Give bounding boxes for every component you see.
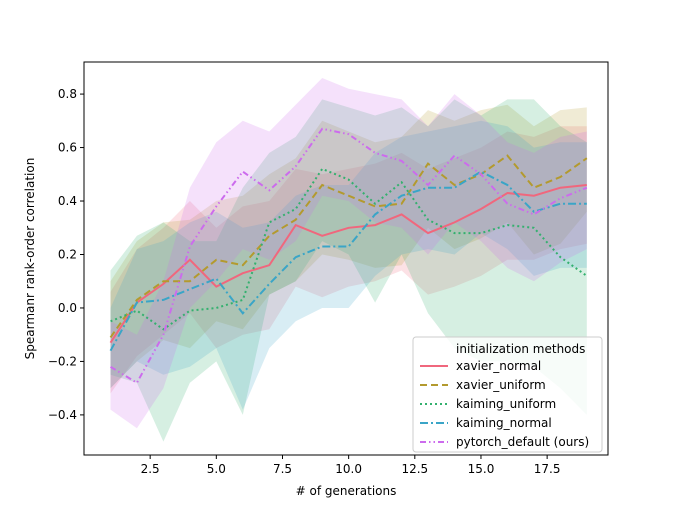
legend-title: initialization methods <box>456 342 585 356</box>
y-tick-label: 0.8 <box>58 87 77 101</box>
y-tick-label: 0.2 <box>58 247 77 261</box>
series-lines <box>109 127 588 385</box>
plot-frame <box>83 61 609 456</box>
band-2 <box>110 99 587 442</box>
legend-label-4: pytorch_default (ours) <box>456 435 589 449</box>
legend-box <box>412 336 603 453</box>
y-axis-ticks: −0.4 −0.2 0.0 0.2 0.4 0.6 0.8 <box>48 87 84 422</box>
band-3 <box>110 120 587 410</box>
y-tick-label: 0.4 <box>58 194 77 208</box>
x-tick-label: 10.0 <box>335 462 362 476</box>
y-tick-label: −0.4 <box>48 408 77 422</box>
x-tick-label: 15.0 <box>468 462 495 476</box>
series-line-1 <box>109 154 588 338</box>
legend-entries: xavier_normal xavier_uniform kaiming_unifo… <box>420 359 589 449</box>
series-line-3 <box>109 170 587 352</box>
band-0 <box>110 126 587 394</box>
legend-label-3: kaiming_normal <box>456 416 552 430</box>
band-1 <box>110 104 587 389</box>
series-line-0 <box>109 184 587 344</box>
x-tick-label: 7.5 <box>273 462 292 476</box>
x-tick-label: 12.5 <box>401 462 428 476</box>
legend: initialization methods xavier_normalxavi… <box>412 336 603 453</box>
x-axis-ticks: 2.5 5.0 7.5 10.0 12.5 15.0 17.5 <box>141 455 561 476</box>
legend-label-1: xavier_uniform <box>456 378 546 392</box>
x-tick-label: 5.0 <box>207 462 226 476</box>
series-line-4 <box>109 127 588 385</box>
x-axis-label: # of generations <box>296 484 397 498</box>
legend-label-0: xavier_normal <box>456 359 541 373</box>
y-tick-label: 0.6 <box>58 141 77 155</box>
x-tick-label: 17.5 <box>534 462 561 476</box>
x-tick-label: 2.5 <box>141 462 160 476</box>
series-line-2 <box>110 167 588 331</box>
y-tick-label: −0.2 <box>48 354 77 368</box>
y-axis-label: Spearmanr rank-order correlation <box>23 158 37 360</box>
y-tick-label: 0.0 <box>58 301 77 315</box>
legend-label-2: kaiming_uniform <box>456 397 556 411</box>
